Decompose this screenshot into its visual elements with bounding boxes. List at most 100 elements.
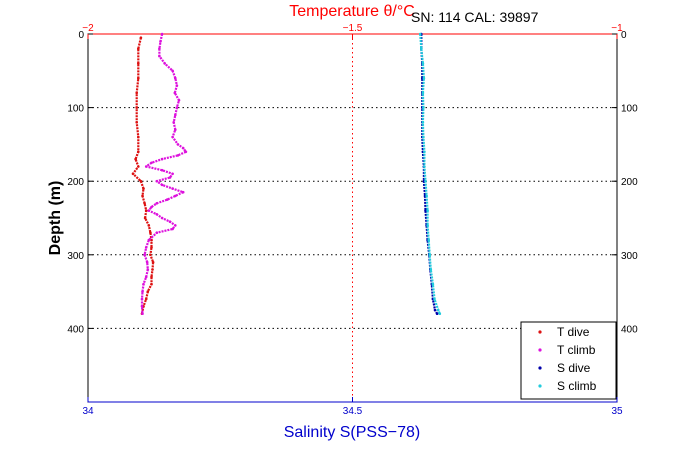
legend-label-s-climb: S climb [557,379,597,393]
data-series [131,32,442,316]
data-point-t-dive [137,165,140,168]
y-tick-label-left: 100 [67,104,84,115]
data-point-t-dive [135,106,138,109]
data-point-t-climb [155,202,159,205]
y-tick-label-right: 100 [621,104,638,115]
data-point-s-climb [431,282,435,286]
data-point-t-climb [171,172,174,176]
data-point-t-climb [150,161,153,165]
data-point-t-climb [168,176,172,179]
x-axis-label: Salinity S(PSS−78) [284,424,421,441]
data-point-s-climb [422,106,425,109]
data-point-t-climb [174,113,177,117]
legend-box [520,321,617,400]
data-point-t-climb [158,54,161,58]
data-point-s-climb [420,47,423,50]
data-point-s-climb [429,268,433,271]
data-point-s-climb [421,62,425,65]
y-tick-label-left: 400 [67,324,84,335]
data-point-t-dive [137,47,140,50]
data-point-t-climb [140,305,144,308]
data-point-t-dive [131,172,135,176]
data-point-t-dive [137,62,140,65]
data-point-t-dive [150,282,153,286]
x-bottom-tick-label: 34 [82,406,94,417]
data-point-t-climb [174,76,177,80]
data-point-t-dive [141,194,144,198]
data-point-s-climb [425,194,428,198]
data-point-t-dive [144,297,148,301]
data-point-t-climb [166,198,169,201]
data-point-t-dive [144,209,148,212]
data-point-t-climb [155,179,159,183]
data-point-t-climb [171,227,174,231]
data-point-t-dive [135,91,138,95]
y-axis-label: Depth (m) [47,181,64,256]
data-point-t-dive [151,260,155,264]
legend-marker-s-climb [538,384,542,388]
data-point-t-climb [155,213,159,216]
data-point-t-climb [160,32,164,36]
header-note: SN: 114 CAL: 39897 [411,9,539,25]
data-point-t-dive [143,202,146,205]
data-point-t-climb [176,143,180,146]
data-point-t-climb [147,209,151,212]
data-point-t-climb [141,312,144,316]
data-point-s-climb [422,76,426,80]
data-point-s-climb [438,312,442,316]
legend-label-t-climb: T climb [557,343,596,357]
data-point-s-dive [424,209,427,212]
data-point-s-climb [433,297,436,301]
y-tick-label-left: 0 [78,30,84,41]
data-point-t-climb [150,205,153,209]
y-tick-label-right: 300 [621,251,638,262]
data-point-t-dive [137,150,140,154]
x-bottom-tick-label: 34.5 [343,406,363,417]
data-point-s-climb [426,209,429,212]
data-point-t-dive [134,157,137,161]
data-point-t-climb [141,290,144,293]
data-point-t-dive [146,290,150,293]
axis-ticks: 0 0 100 100 200 200 300 300 400 400 34 34.5 35 −2 −1.5… [67,23,638,417]
data-point-t-climb [177,98,181,102]
data-point-t-climb [160,157,164,161]
data-point-t-climb [176,154,180,157]
data-point-t-climb [142,282,145,286]
y-tick-label-left: 300 [67,251,84,262]
legend-marker-s-dive [538,366,542,370]
data-point-s-climb [426,224,429,227]
data-point-t-climb [147,238,151,242]
data-point-t-climb [168,220,172,223]
data-point-t-climb [171,187,174,190]
data-point-t-dive [143,216,147,220]
data-point-t-climb [145,260,149,264]
data-point-t-climb [146,268,150,271]
data-point-t-dive [135,121,138,124]
data-point-t-climb [181,190,185,194]
data-point-t-dive [151,268,154,271]
data-point-s-climb [422,135,425,139]
data-point-t-climb [144,165,148,168]
x-bottom-tick-label: 35 [611,406,623,417]
data-point-s-dive [433,308,437,312]
data-point-t-climb [144,246,148,249]
data-point-t-dive [137,76,140,80]
data-point-t-dive [150,246,153,249]
data-point-t-climb [160,216,164,220]
data-point-s-climb [421,121,425,124]
x-top-tick-label: −2 [82,23,94,34]
grid [88,34,617,402]
data-point-t-climb [155,231,159,234]
data-point-t-dive [137,135,140,139]
data-point-t-dive [150,275,153,279]
y-tick-label-left: 200 [67,177,84,188]
data-point-t-climb [160,168,164,172]
x-top-tick-label: −1 [611,23,623,34]
data-point-t-dive [147,224,151,227]
data-point-t-dive [149,253,152,257]
data-point-t-dive [149,231,152,234]
data-point-t-climb [174,194,177,198]
legend-items: T dive T climb S dive S climb [538,325,597,393]
data-point-t-dive [139,36,143,39]
